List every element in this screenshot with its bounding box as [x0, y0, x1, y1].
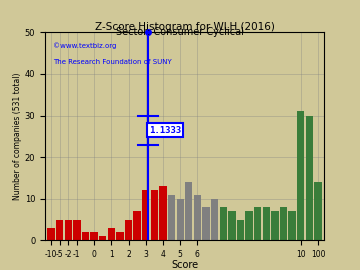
- Bar: [306, 116, 313, 240]
- Bar: [185, 182, 193, 240]
- Bar: [125, 220, 132, 240]
- Bar: [159, 186, 167, 240]
- Bar: [220, 207, 227, 240]
- X-axis label: Score: Score: [171, 260, 198, 270]
- Bar: [288, 211, 296, 240]
- Text: Sector: Consumer Cyclical: Sector: Consumer Cyclical: [116, 27, 244, 37]
- Bar: [228, 211, 235, 240]
- Bar: [202, 207, 210, 240]
- Text: The Research Foundation of SUNY: The Research Foundation of SUNY: [53, 59, 172, 65]
- Bar: [168, 195, 175, 240]
- Bar: [134, 211, 141, 240]
- Bar: [56, 220, 63, 240]
- Title: Z-Score Histogram for WLH (2016): Z-Score Histogram for WLH (2016): [95, 22, 274, 32]
- Bar: [176, 199, 184, 240]
- Bar: [99, 236, 106, 240]
- Bar: [64, 220, 72, 240]
- Bar: [280, 207, 287, 240]
- Bar: [271, 211, 279, 240]
- Bar: [73, 220, 81, 240]
- Bar: [254, 207, 261, 240]
- Text: ©www.textbiz.org: ©www.textbiz.org: [53, 43, 117, 49]
- Bar: [82, 232, 89, 240]
- Bar: [116, 232, 123, 240]
- Bar: [263, 207, 270, 240]
- Bar: [237, 220, 244, 240]
- Bar: [151, 190, 158, 240]
- Y-axis label: Number of companies (531 total): Number of companies (531 total): [13, 73, 22, 200]
- Bar: [211, 199, 218, 240]
- Text: 1.1333: 1.1333: [149, 126, 181, 135]
- Bar: [142, 190, 149, 240]
- Bar: [90, 232, 98, 240]
- Bar: [194, 195, 201, 240]
- Bar: [48, 228, 55, 240]
- Bar: [297, 112, 305, 240]
- Bar: [246, 211, 253, 240]
- Bar: [108, 228, 115, 240]
- Bar: [314, 182, 321, 240]
